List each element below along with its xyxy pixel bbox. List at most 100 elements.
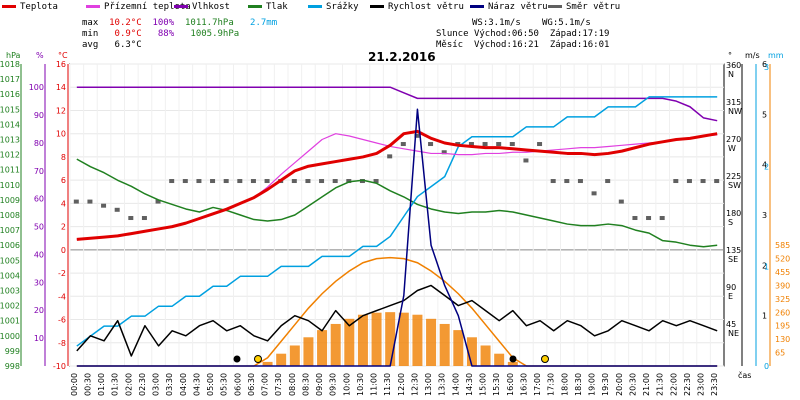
x-tick-label: 16:30 [519,373,528,396]
wind-dir-point [414,133,420,138]
pressure-tick-label: 1000 [0,332,20,341]
legend-item: Tlak [248,2,288,12]
x-tick-label: 16:00 [506,373,515,396]
wind-dir-point [537,142,543,147]
humidity-tick-label: 30 [34,278,44,287]
x-tick-label: 17:00 [533,373,542,396]
humidity-tick-label: 40 [34,250,44,259]
wind-dir-point [373,179,379,184]
wind-ws: WS:3.1m/s [472,18,521,28]
speed-tick-label: 5 [762,110,767,119]
x-tick-label: 12:00 [397,373,406,396]
axes: 9989991000100110021003100410051006100710… [0,51,790,396]
wind-dir-point [128,216,134,221]
x-tick-label: 03:00 [152,373,161,396]
solar-tick-label: 195 [775,322,790,331]
pressure-tick-label: 999 [5,347,20,356]
wind-gust-line [76,108,718,367]
x-tick-label: 23:30 [710,373,719,396]
x-tick-label: 23:00 [697,373,706,396]
pressure-tick-label: 1010 [0,181,20,190]
solar-bar [466,337,477,366]
dir-compass-label: W [728,144,736,153]
sun-row: Slunce Východ:06:50 Západ:17:19 [436,29,609,40]
temp-tick-label: -6 [58,316,66,325]
wind-dir-point [237,179,243,184]
pressure-tick-label: 1013 [0,136,20,145]
speed-tick-label: 2 [762,261,767,270]
x-tick-label: 13:00 [424,373,433,396]
legend-label: Tlak [266,2,288,12]
legend-swatch [86,5,100,8]
time-unit: čas [738,370,751,380]
wind-dir-point [673,179,679,184]
dir-tick-label: 315 [726,98,741,107]
rain-tick-label: 0 [764,362,769,371]
temp-tick-label: 10 [56,130,66,139]
wind-dir-point [605,179,611,184]
wind-dir-point [496,142,502,147]
wind-dir-point [700,179,706,184]
sunrise-marker [254,355,262,363]
x-tick-label: 09:30 [329,373,338,396]
x-tick-label: 09:00 [315,373,324,396]
legend-swatch [308,5,322,8]
legend-swatch [470,5,484,8]
stat-max-press: 1011.7hPa [185,18,234,28]
wind-dir-point [659,216,665,221]
legend-swatch [370,5,384,8]
x-tick-label: 14:30 [465,373,474,396]
dir-compass-label: SE [728,255,738,264]
solar-bar [357,314,368,366]
wind-dir-point [264,179,270,184]
wind-dir-point [428,142,434,147]
sun-set: Západ:17:19 [549,29,610,39]
x-tick-label: 08:00 [288,373,297,396]
x-tick-label: 18:00 [560,373,569,396]
dir-tick-label: 180 [726,209,741,218]
solar-bar [398,312,409,366]
solar-bar [262,361,273,366]
moon-label: Měsíc [436,40,464,50]
wind-dir-point [305,179,311,184]
solar-tick-label: 130 [775,335,790,344]
x-tick-label: 03:30 [165,373,174,396]
wind-dir-point [482,142,488,147]
wind-dir-point [646,216,652,221]
moon-set: Západ:16:01 [549,40,610,50]
pressure-tick-label: 1005 [0,256,20,265]
x-tick-label: 00:30 [83,373,92,396]
dir-tick-label: 90 [726,283,736,292]
stat-min-label: min [82,29,99,39]
solar-tick-label: 325 [775,295,790,304]
pressure-tick-label: 998 [5,362,20,371]
x-tick-label: 19:00 [588,373,597,396]
stat-min-temp: 0.9°C [114,29,142,39]
x-tick-label: 10:00 [342,373,351,396]
humidity-tick-label: 10 [34,334,44,343]
stats-avg-row: avg 6.3°C [82,40,142,51]
speed-unit: m/s [745,51,760,60]
pressure-unit: hPa [6,51,21,60]
speed-tick-label: 4 [762,161,767,170]
wind-dir-point [101,203,107,208]
temp-tick-label: 6 [61,176,66,185]
solar-bar [480,345,491,366]
legend-item: Směr větru [548,2,620,12]
x-tick-label: 08:30 [301,373,310,396]
dir-compass-label: SW [728,181,741,190]
solar-tick-label: 390 [775,281,790,290]
wind-dir-point [564,179,570,184]
wind-dir-point [73,199,79,204]
legend-label: Srážky [326,2,359,12]
chart-title: 21.2.2016 [368,50,436,64]
stat-max-hum: 100% [152,18,175,28]
pressure-tick-label: 1014 [0,120,20,129]
solar-bar [426,318,437,366]
legend-swatch [174,5,188,8]
pressure-tick-label: 1001 [0,317,20,326]
legend-item: Srážky [308,2,359,12]
dir-compass-label: NW [728,107,742,116]
x-tick-label: 02:00 [124,373,133,396]
